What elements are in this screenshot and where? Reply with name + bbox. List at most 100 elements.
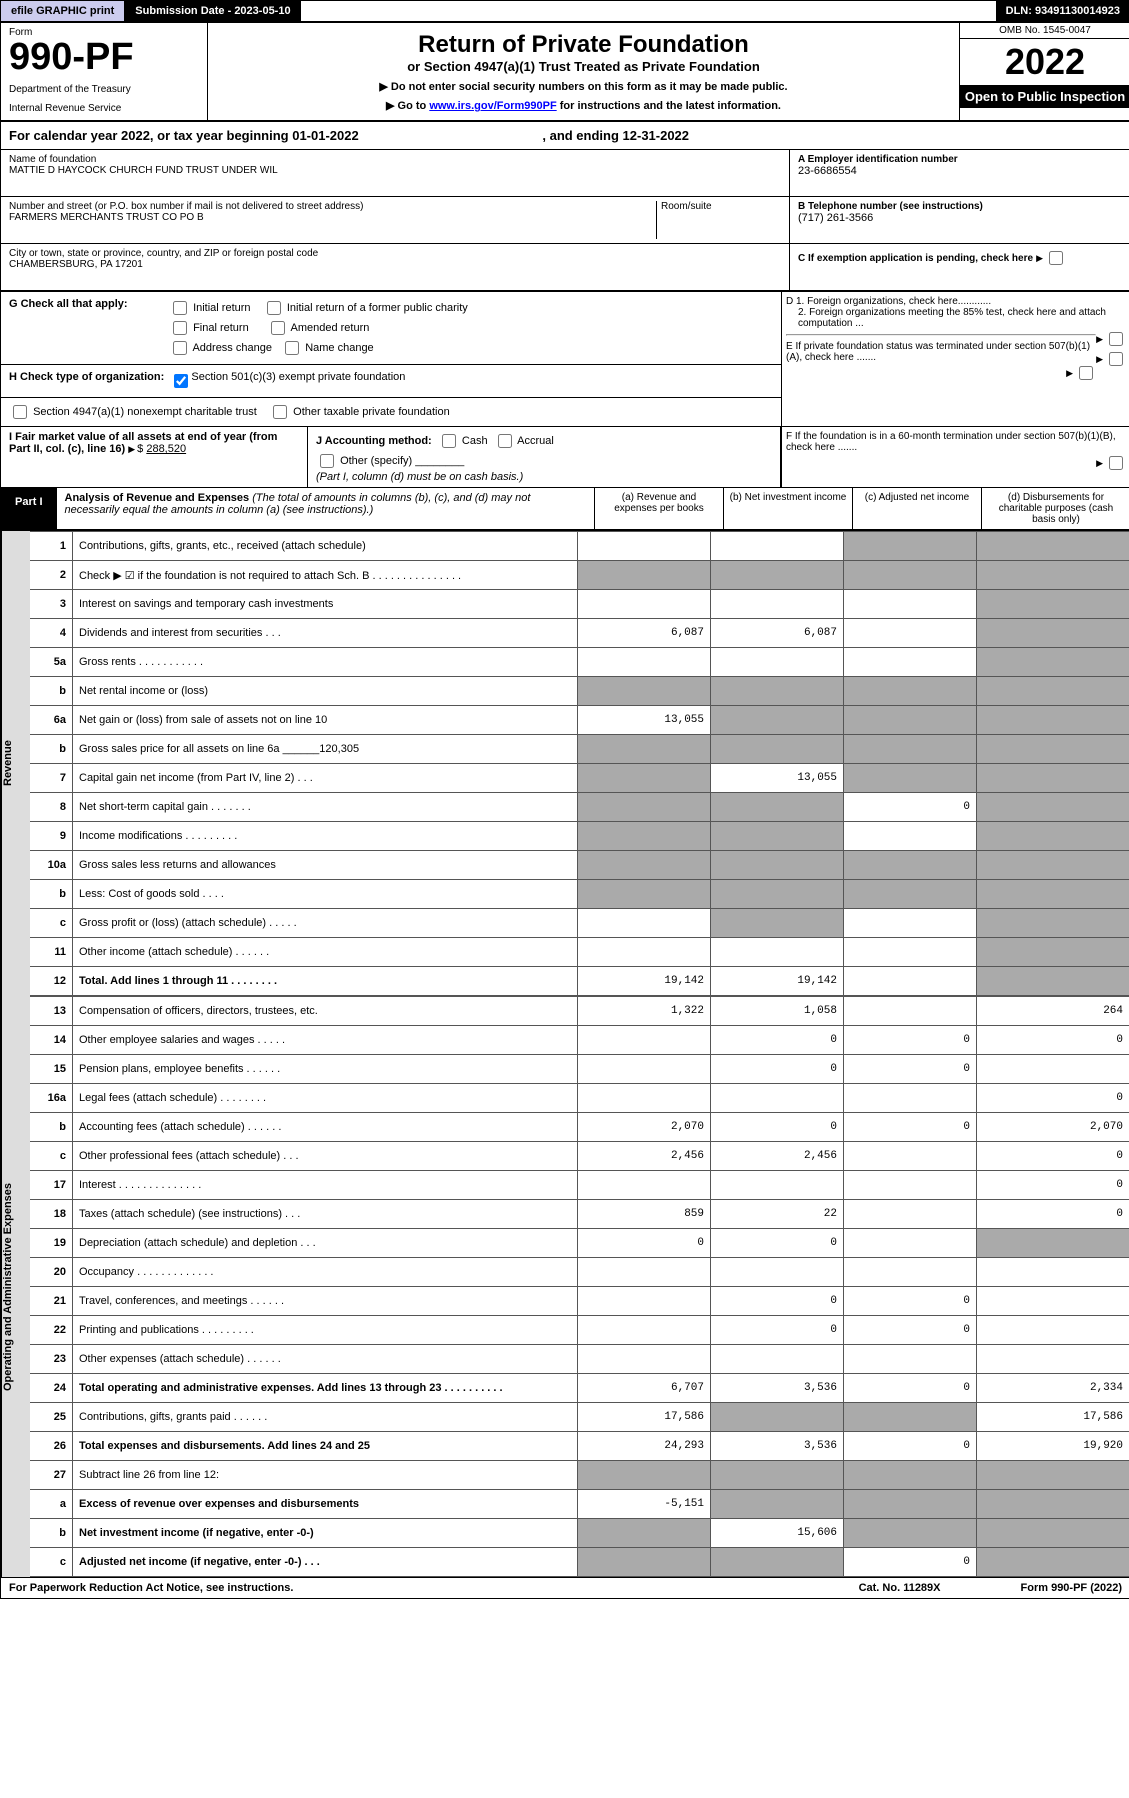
- name-change-check[interactable]: [285, 341, 299, 355]
- line-number: 20: [30, 1258, 73, 1287]
- line-desc: Dividends and interest from securities .…: [73, 619, 578, 648]
- d1-check[interactable]: [1109, 332, 1123, 346]
- line-number: b: [30, 735, 73, 764]
- table-row: 10a Gross sales less returns and allowan…: [30, 851, 1129, 880]
- j-note: (Part I, column (d) must be on cash basi…: [316, 471, 523, 483]
- table-row: 23 Other expenses (attach schedule) . . …: [30, 1345, 1129, 1374]
- line-number: 7: [30, 764, 73, 793]
- table-row: 19 Depreciation (attach schedule) and de…: [30, 1229, 1129, 1258]
- 4947-check[interactable]: [13, 405, 27, 419]
- line-number: c: [30, 1548, 73, 1577]
- initial-return-label: Initial return: [193, 302, 250, 314]
- line-desc: Interest on savings and temporary cash i…: [73, 590, 578, 619]
- irs-link[interactable]: www.irs.gov/Form990PF: [429, 100, 556, 112]
- city-state-zip: CHAMBERSBURG, PA 17201: [9, 259, 781, 270]
- final-return-label: Final return: [193, 322, 249, 334]
- part1-tag: Part I: [1, 488, 57, 529]
- initial-return-check[interactable]: [173, 301, 187, 315]
- table-row: 27 Subtract line 26 from line 12:: [30, 1461, 1129, 1490]
- arrow-icon: [1096, 354, 1105, 365]
- info-section: Name of foundation MATTIE D HAYCOCK CHUR…: [1, 150, 1129, 292]
- other-method-label: Other (specify): [340, 455, 412, 467]
- cash-check[interactable]: [442, 434, 456, 448]
- line-desc: Legal fees (attach schedule) . . . . . .…: [73, 1084, 578, 1113]
- accrual-check[interactable]: [498, 434, 512, 448]
- other-taxable-check[interactable]: [273, 405, 287, 419]
- line-desc: Interest . . . . . . . . . . . . . .: [73, 1171, 578, 1200]
- table-row: c Other professional fees (attach schedu…: [30, 1142, 1129, 1171]
- e-check[interactable]: [1079, 366, 1093, 380]
- g-row: G Check all that apply: Initial return I…: [1, 292, 781, 365]
- line-desc: Total. Add lines 1 through 11 . . . . . …: [73, 967, 578, 996]
- line-number: b: [30, 1113, 73, 1142]
- tax-year: 2022: [960, 39, 1129, 85]
- line-desc: Income modifications . . . . . . . . .: [73, 822, 578, 851]
- line-number: c: [30, 909, 73, 938]
- line-desc: Total operating and administrative expen…: [73, 1374, 578, 1403]
- line-number: 23: [30, 1345, 73, 1374]
- arrow-icon: [1066, 368, 1075, 379]
- 501c3-label: Section 501(c)(3) exempt private foundat…: [191, 371, 405, 391]
- line-number: 16a: [30, 1084, 73, 1113]
- f-label: F If the foundation is in a 60-month ter…: [786, 431, 1126, 453]
- g-label: G Check all that apply:: [9, 298, 169, 358]
- tel-label: B Telephone number (see instructions): [798, 201, 1122, 212]
- line-desc: Occupancy . . . . . . . . . . . . .: [73, 1258, 578, 1287]
- line-number: 6a: [30, 706, 73, 735]
- col-c-header: (c) Adjusted net income: [852, 488, 981, 529]
- table-row: a Excess of revenue over expenses and di…: [30, 1490, 1129, 1519]
- line-desc: Other expenses (attach schedule) . . . .…: [73, 1345, 578, 1374]
- line-number: b: [30, 677, 73, 706]
- table-row: 5a Gross rents . . . . . . . . . . .: [30, 648, 1129, 677]
- c-checkbox[interactable]: [1049, 251, 1063, 265]
- address-change-label: Address change: [192, 342, 272, 354]
- dln: DLN: 93491130014923: [996, 1, 1129, 21]
- addr-label: Number and street (or P.O. box number if…: [9, 201, 656, 212]
- line-desc: Check ▶ ☑ if the foundation is not requi…: [73, 561, 578, 590]
- table-row: b Net investment income (if negative, en…: [30, 1519, 1129, 1548]
- other-taxable-label: Other taxable private foundation: [293, 406, 450, 418]
- revenue-side-label: Revenue: [1, 531, 30, 996]
- initial-former-label: Initial return of a former public charit…: [287, 302, 468, 314]
- final-return-check[interactable]: [173, 321, 187, 335]
- line-number: 15: [30, 1055, 73, 1084]
- table-row: 4 Dividends and interest from securities…: [30, 619, 1129, 648]
- d2-check[interactable]: [1109, 352, 1123, 366]
- h-label: H Check type of organization:: [9, 371, 164, 391]
- line-desc: Gross rents . . . . . . . . . . .: [73, 648, 578, 677]
- ssn-warning: ▶ Do not enter social security numbers o…: [216, 80, 951, 93]
- line-number: 27: [30, 1461, 73, 1490]
- address-change-check[interactable]: [173, 341, 187, 355]
- line-desc: Net rental income or (loss): [73, 677, 578, 706]
- table-row: 12 Total. Add lines 1 through 11 . . . .…: [30, 967, 1129, 996]
- f-check[interactable]: [1109, 456, 1123, 470]
- table-row: 15 Pension plans, employee benefits . . …: [30, 1055, 1129, 1084]
- line-desc: Printing and publications . . . . . . . …: [73, 1316, 578, 1345]
- line-desc: Subtract line 26 from line 12:: [73, 1461, 578, 1490]
- room-label: Room/suite: [661, 201, 781, 212]
- line-number: 4: [30, 619, 73, 648]
- table-row: 26 Total expenses and disbursements. Add…: [30, 1432, 1129, 1461]
- accrual-label: Accrual: [517, 435, 554, 447]
- efile-label[interactable]: efile GRAPHIC print: [1, 1, 125, 21]
- col-b-header: (b) Net investment income: [723, 488, 852, 529]
- table-row: 16a Legal fees (attach schedule) . . . .…: [30, 1084, 1129, 1113]
- table-row: b Less: Cost of goods sold . . . .: [30, 880, 1129, 909]
- table-row: b Accounting fees (attach schedule) . . …: [30, 1113, 1129, 1142]
- other-method-check[interactable]: [320, 454, 334, 468]
- 501c3-check[interactable]: [174, 374, 188, 388]
- footer-left: For Paperwork Reduction Act Notice, see …: [9, 1582, 293, 1594]
- line-desc: Accounting fees (attach schedule) . . . …: [73, 1113, 578, 1142]
- calendar-year-row: For calendar year 2022, or tax year begi…: [1, 122, 1129, 150]
- line-number: 11: [30, 938, 73, 967]
- line-number: 26: [30, 1432, 73, 1461]
- line-desc: Contributions, gifts, grants paid . . . …: [73, 1403, 578, 1432]
- part1-header: Part I Analysis of Revenue and Expenses …: [1, 488, 1129, 531]
- form-number: 990-PF: [9, 38, 199, 76]
- j-label: J Accounting method:: [316, 435, 432, 447]
- initial-former-check[interactable]: [267, 301, 281, 315]
- amended-return-check[interactable]: [271, 321, 285, 335]
- line-desc: Net investment income (if negative, ente…: [73, 1519, 578, 1548]
- expenses-section: Operating and Administrative Expenses 13…: [1, 996, 1129, 1577]
- table-row: 21 Travel, conferences, and meetings . .…: [30, 1287, 1129, 1316]
